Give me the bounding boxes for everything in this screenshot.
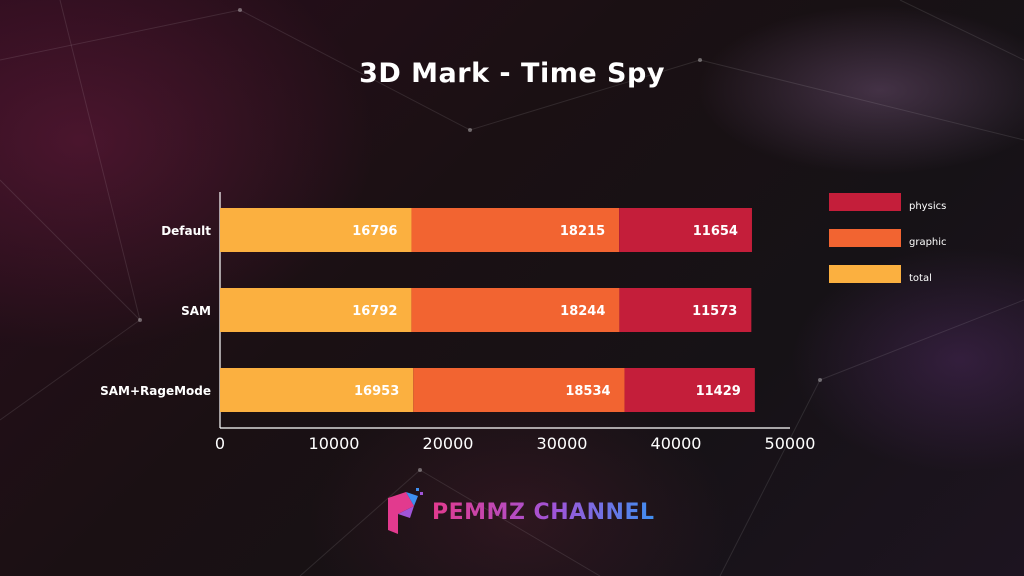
x-tick-label-30000: 30000 bbox=[537, 434, 588, 453]
value-label-total-sam-ragemode: 16953 bbox=[354, 384, 399, 399]
category-label-sam: SAM bbox=[181, 304, 211, 318]
value-label-physics-sam: 11573 bbox=[692, 304, 737, 319]
legend-swatch-graphic bbox=[829, 229, 901, 247]
legend-label-total: total bbox=[909, 273, 932, 284]
bar-physics-sam bbox=[619, 288, 752, 332]
value-label-graphic-sam-ragemode: 18534 bbox=[565, 384, 610, 399]
bars-group: Default 16796 18215 11654 SAM 16792 18244 11573… bbox=[100, 208, 755, 412]
x-tick-label-20000: 20000 bbox=[423, 434, 474, 453]
bar-graphic-sam-ragemode bbox=[413, 368, 625, 412]
pemmz-logo-icon bbox=[388, 488, 423, 534]
x-tick-label-50000: 50000 bbox=[765, 434, 816, 453]
legend-swatch-total bbox=[829, 265, 901, 283]
legend-swatch-physics bbox=[829, 193, 901, 211]
brand: PEMMZ CHANNEL bbox=[384, 488, 655, 536]
legend: physics graphic total bbox=[829, 193, 947, 284]
brand-name: PEMMZ CHANNEL bbox=[432, 499, 655, 525]
value-label-total-default: 16796 bbox=[352, 224, 397, 239]
bar-graphic-sam bbox=[411, 288, 620, 332]
x-axis-ticks: 0 10000 20000 30000 40000 50000 bbox=[215, 434, 816, 453]
category-label-sam-ragemode: SAM+RageMode bbox=[100, 384, 211, 398]
value-label-total-sam: 16792 bbox=[352, 304, 397, 319]
legend-label-graphic: graphic bbox=[909, 237, 947, 248]
x-tick-label-40000: 40000 bbox=[651, 434, 702, 453]
bar-physics-default bbox=[619, 208, 752, 252]
x-tick-label-0: 0 bbox=[215, 434, 225, 453]
bar-total-default bbox=[220, 208, 412, 252]
chart-title: 3D Mark - Time Spy bbox=[359, 58, 665, 89]
value-label-graphic-default: 18215 bbox=[560, 224, 605, 239]
bar-total-sam bbox=[220, 288, 412, 332]
value-label-physics-sam-ragemode: 11429 bbox=[696, 384, 741, 399]
value-label-graphic-sam: 18244 bbox=[560, 304, 605, 319]
category-label-default: Default bbox=[161, 224, 211, 238]
bar-graphic-default bbox=[411, 208, 620, 252]
value-label-physics-default: 11654 bbox=[693, 224, 738, 239]
bar-total-sam-ragemode bbox=[220, 368, 414, 412]
x-tick-label-10000: 10000 bbox=[309, 434, 360, 453]
bar-physics-sam-ragemode bbox=[624, 368, 755, 412]
legend-label-physics: physics bbox=[909, 201, 946, 212]
